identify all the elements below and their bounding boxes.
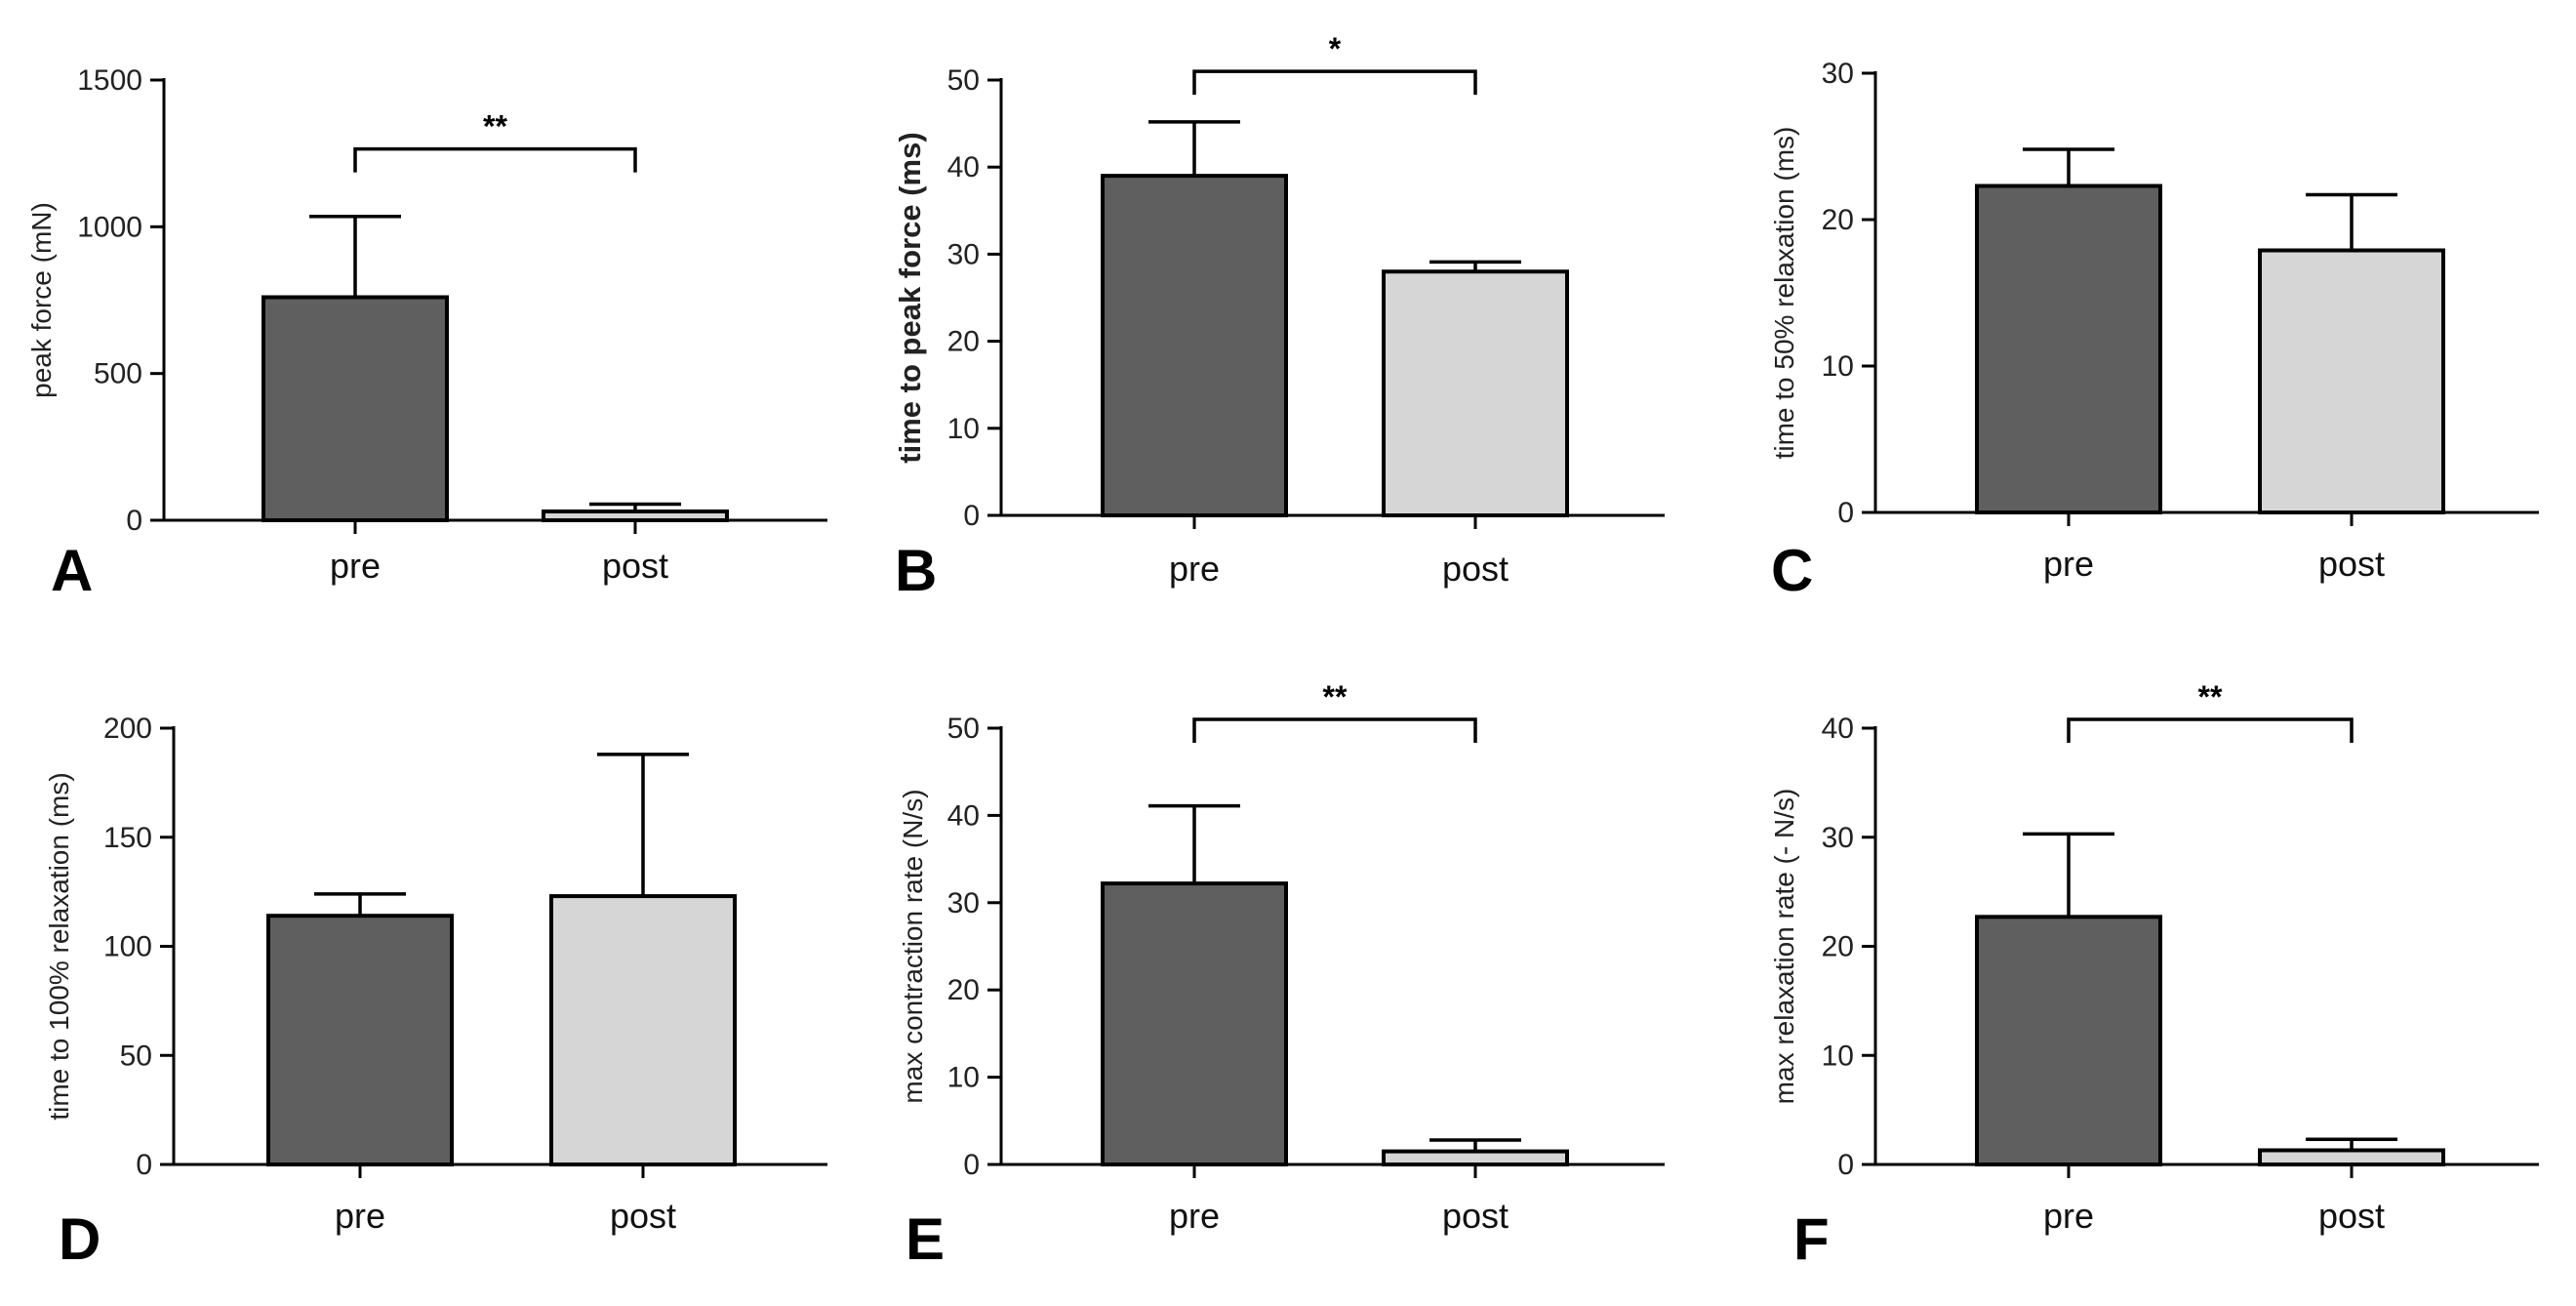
category-label-pre: pre — [2043, 544, 2094, 584]
y-axis-title: peak force (mN) — [26, 202, 57, 398]
chart-panel-d: 0 50 100 150 200 pre post time to 100% relaxati… — [44, 713, 827, 1272]
bar-pre — [1975, 184, 2162, 514]
panel-letter: A — [51, 538, 93, 603]
y-tick-label: 1500 — [77, 64, 142, 97]
panel-letter: E — [906, 1206, 945, 1272]
category-label-post: post — [602, 546, 668, 586]
chart-panel-c: 0 10 20 30 pre post time to 50% relaxation (ms… — [1769, 58, 2539, 603]
y-axis-title: time to peak force (ms) — [893, 132, 927, 463]
bar-pre — [266, 914, 454, 1167]
y-tick-label: 50 — [947, 713, 980, 745]
y-tick-label: 10 — [947, 413, 980, 445]
y-tick-label: 10 — [1822, 350, 1854, 383]
y-tick-label: 100 — [103, 931, 152, 963]
category-label-post: post — [610, 1196, 676, 1236]
chart-panel-f: 0 10 20 30 40 pre post max relaxation rate (- N… — [1769, 679, 2539, 1272]
y-tick-label: 50 — [120, 1040, 152, 1072]
y-tick-label: 0 — [1837, 497, 1854, 529]
category-label-post: post — [2318, 1196, 2385, 1236]
y-tick-label: 50 — [947, 64, 980, 97]
panel-letter: F — [1793, 1206, 1830, 1272]
bar-pre — [1101, 174, 1288, 517]
category-label-pre: pre — [2043, 1196, 2094, 1236]
panel-letter: B — [895, 538, 937, 603]
bar-pre — [262, 295, 449, 523]
significance-bracket — [1192, 69, 1477, 96]
y-axis-title: max contraction rate (N/s) — [898, 789, 928, 1103]
y-tick-label: 10 — [1822, 1040, 1854, 1072]
y-tick-label: 30 — [1822, 58, 1854, 90]
y-tick-label: 200 — [103, 713, 152, 745]
significance-bracket — [1192, 717, 1477, 744]
y-tick-label: 40 — [947, 799, 980, 832]
significance-label: ** — [2198, 679, 2223, 714]
chart-panel-a: 0 500 1000 1500 pre post peak force (mN) A ** — [26, 64, 827, 603]
y-tick-label: 0 — [963, 1149, 980, 1181]
category-label-post: post — [2318, 544, 2385, 584]
y-tick-label: 0 — [136, 1149, 152, 1181]
significance-bracket — [353, 146, 637, 173]
significance-label: ** — [1323, 679, 1348, 714]
y-axis-title: max relaxation rate (- N/s) — [1769, 789, 1799, 1105]
y-tick-label: 20 — [947, 974, 980, 1006]
category-label-pre: pre — [330, 546, 381, 586]
category-label-pre: pre — [1169, 1196, 1220, 1236]
y-tick-label: 30 — [947, 238, 980, 270]
bar-post — [1382, 1149, 1569, 1166]
significance-bracket — [2067, 717, 2354, 744]
chart-panel-b: 0 10 20 30 40 50 pre post time to peak force (ms… — [893, 31, 1665, 603]
bar-post — [2258, 1148, 2445, 1167]
y-tick-label: 10 — [947, 1062, 980, 1094]
y-tick-label: 1000 — [77, 211, 142, 243]
category-label-pre: pre — [335, 1196, 385, 1236]
y-tick-label: 30 — [947, 887, 980, 919]
category-label-post: post — [1442, 549, 1509, 589]
panel-letter: D — [59, 1206, 101, 1272]
y-tick-label: 20 — [1822, 204, 1854, 236]
category-label-pre: pre — [1169, 549, 1220, 589]
y-tick-label: 0 — [1837, 1149, 1854, 1181]
y-tick-label: 0 — [963, 500, 980, 532]
significance-label: * — [1329, 31, 1342, 66]
y-axis-title: time to 100% relaxation (ms) — [44, 772, 74, 1120]
y-tick-label: 30 — [1822, 822, 1854, 854]
panel-letter: C — [1771, 538, 1813, 603]
y-tick-label: 150 — [103, 822, 152, 854]
y-tick-label: 20 — [1822, 931, 1854, 963]
bar-post — [549, 894, 737, 1166]
y-tick-label: 500 — [94, 358, 142, 390]
y-axis-title: time to 50% relaxation (ms) — [1769, 127, 1799, 460]
bar-post — [2258, 248, 2445, 514]
chart-panel-e: 0 10 20 30 40 50 pre post max contraction rate (… — [898, 679, 1665, 1272]
category-label-post: post — [1442, 1196, 1509, 1236]
bar-pre — [1101, 881, 1288, 1167]
y-tick-label: 20 — [947, 326, 980, 358]
bar-pre — [1975, 915, 2162, 1167]
bar-post — [1382, 269, 1569, 517]
y-tick-label: 0 — [126, 505, 142, 537]
y-tick-label: 40 — [1822, 713, 1854, 745]
y-tick-label: 40 — [947, 151, 980, 184]
significance-label: ** — [483, 109, 507, 144]
